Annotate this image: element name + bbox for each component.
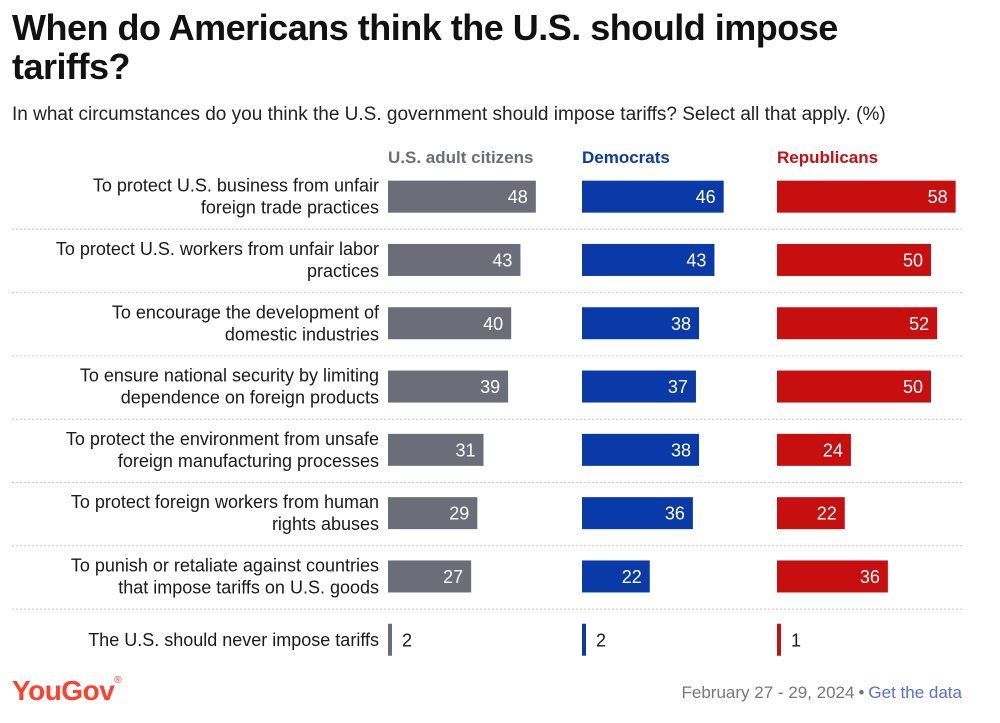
legend-republicans: Republicans [777,148,878,167]
bar-republicans [777,497,845,530]
bar-democrats [582,243,715,276]
category-label: To protect U.S. workers from unfair labo… [56,239,379,259]
chart-subtitle: In what circumstances do you think the U… [12,104,886,125]
value-label: 31 [455,440,475,460]
value-label: 1 [791,630,801,650]
bar-republicans [777,560,888,593]
category-label: foreign manufacturing processes [118,451,379,471]
category-label: To protect U.S. business from unfair [93,176,379,196]
value-label: 29 [449,504,469,524]
bar-republicans [777,180,956,213]
category-label: dependence on foreign products [121,388,379,408]
bar-republicans [777,307,938,340]
category-label: foreign trade practices [201,198,379,218]
category-label: To protect foreign workers from human [71,492,379,512]
bar-republicans [777,433,851,466]
value-label: 50 [903,250,923,270]
logo-text: YouGov [12,675,115,706]
value-label: 40 [483,314,503,334]
value-label: 58 [928,187,948,207]
category-label: domestic industries [225,324,379,344]
category-label: To protect the environment from unsafe [66,429,379,449]
registered-mark: ® [114,675,122,686]
bar-democrats [582,180,724,213]
value-label: 43 [686,250,706,270]
value-label: 2 [402,630,412,650]
value-label: 36 [860,567,880,587]
value-label: 46 [696,187,716,207]
bar-republicans [777,370,931,403]
legend-u-s-adult-citizens: U.S. adult citizens [388,148,533,167]
bar-u-s-adult-citizens [388,370,509,403]
yougov-logo: YouGov® [12,675,122,707]
category-label: To punish or retaliate against countries [71,555,379,575]
bar-republicans [777,623,781,656]
value-label: 48 [508,187,528,207]
category-label: that impose tariffs on U.S. goods [118,577,379,597]
bar-democrats [582,307,700,340]
value-label: 2 [596,630,606,650]
value-label: 22 [817,504,837,524]
bar-republicans [777,243,931,276]
chart-title: When do Americans think the U.S. should … [12,7,838,87]
value-label: 38 [671,314,691,334]
value-label: 50 [903,377,923,397]
value-label: 43 [492,250,512,270]
value-label: 24 [823,440,843,460]
bar-u-s-adult-citizens [388,243,521,276]
bar-u-s-adult-citizens [388,180,536,213]
value-label: 22 [622,567,642,587]
value-label: 37 [668,377,688,397]
category-label: To ensure national security by limiting [80,366,379,386]
bar-democrats [582,560,650,593]
bar-democrats [582,497,693,530]
legend-democrats: Democrats [582,148,670,167]
bar-u-s-adult-citizens [388,623,392,656]
value-label: 52 [909,314,929,334]
value-label: 39 [480,377,500,397]
bar-u-s-adult-citizens [388,433,484,466]
survey-date: February 27 - 29, 2024 [681,683,855,702]
category-label: practices [307,261,379,281]
value-label: 27 [443,567,463,587]
bar-democrats [582,370,696,403]
bar-u-s-adult-citizens [388,560,472,593]
category-label: rights abuses [272,514,379,534]
value-label: 36 [665,504,685,524]
bar-democrats [582,433,700,466]
category-label: To encourage the development of [112,302,380,322]
category-label: The U.S. should never impose tariffs [88,630,379,650]
footer-separator: • [858,683,865,702]
footer-info: February 27 - 29, 2024 • Get the data [682,683,962,703]
get-the-data-link[interactable]: Get the data [868,683,962,702]
value-label: 38 [671,440,691,460]
bar-u-s-adult-citizens [388,497,478,530]
bar-u-s-adult-citizens [388,307,512,340]
bar-democrats [582,623,586,656]
